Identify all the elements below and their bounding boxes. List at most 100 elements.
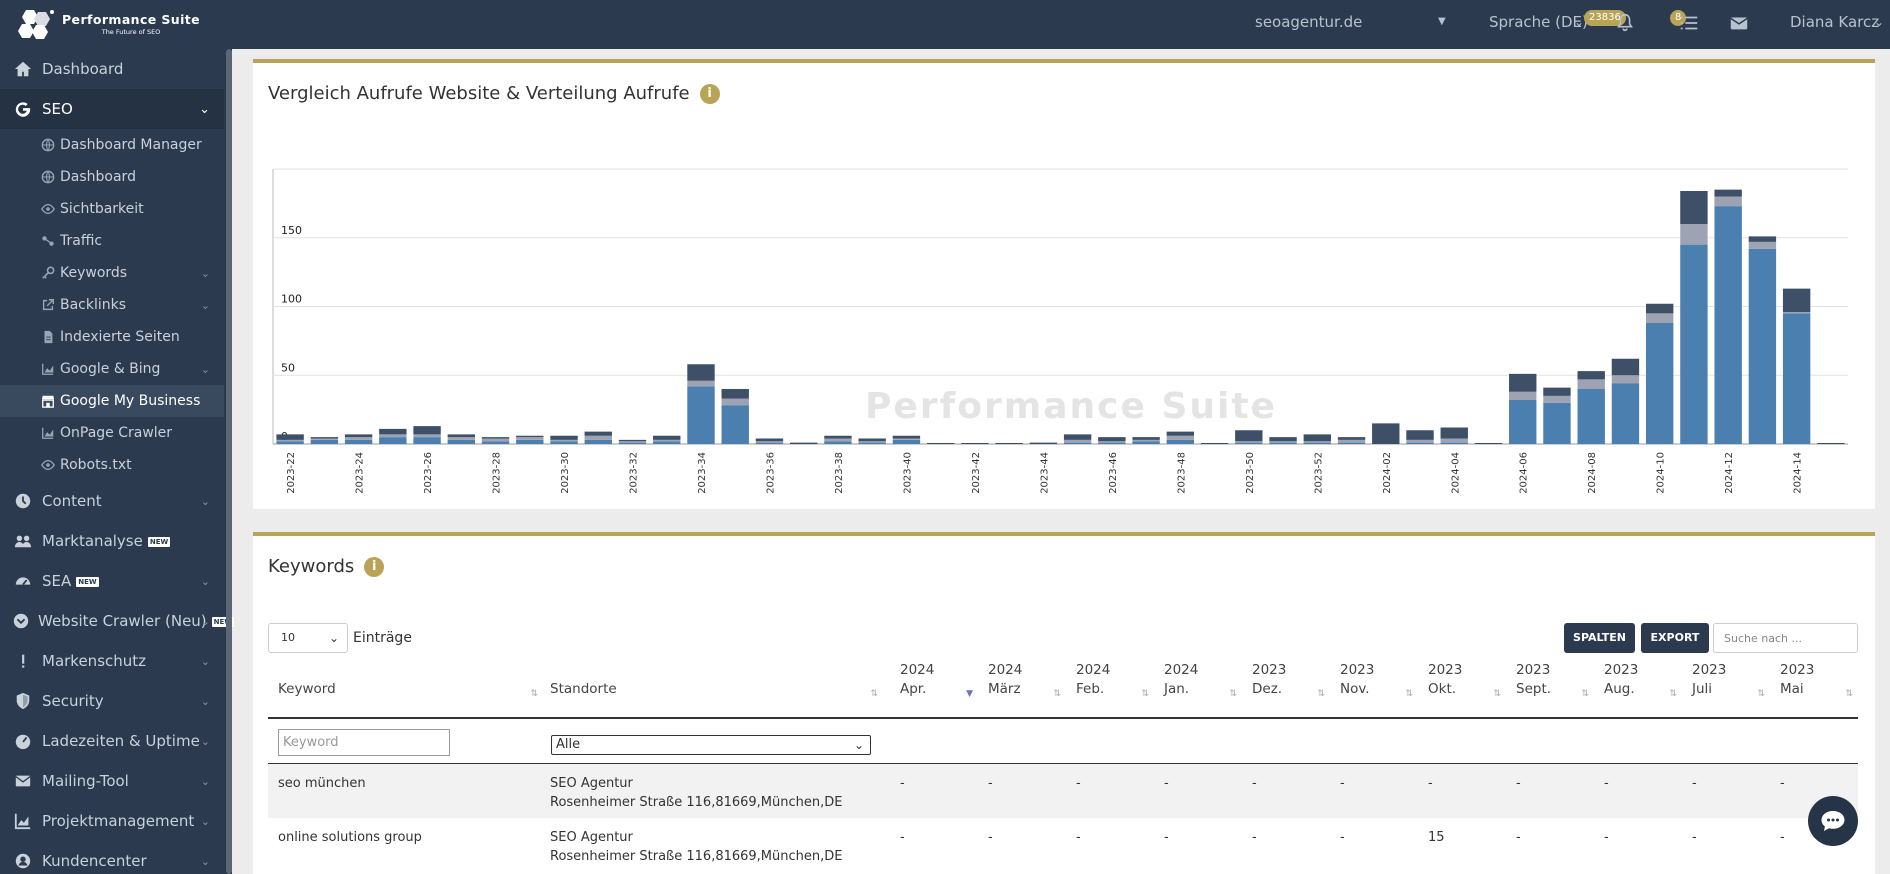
column-header-month[interactable]: 2024 März ⇅ — [988, 661, 1063, 721]
sidebar-item-dashboard[interactable]: Dashboard — [0, 49, 224, 89]
sidebar: Dashboard SEO ⌄ Dashboard Manager Dashbo… — [0, 49, 235, 874]
export-button[interactable]: EXPORT — [1641, 623, 1709, 653]
column-header-keyword[interactable]: Keyword ⇅ — [278, 680, 540, 740]
header-month: Aug. — [1604, 681, 1635, 697]
sidebar-item-seo[interactable]: SEO ⌄ — [0, 89, 224, 129]
table-row[interactable]: seo münchen SEO Agentur Rosenheimer Straß… — [268, 764, 1858, 818]
chevron-down-icon[interactable]: ⌄ — [199, 101, 210, 117]
sidebar-sub-sichtbarkeit[interactable]: Sichtbarkeit — [0, 193, 224, 225]
columns-button[interactable]: SPALTEN — [1564, 623, 1635, 653]
chevron-down-icon[interactable]: ⌄ — [200, 362, 210, 376]
chevron-down-icon[interactable]: ⌄ — [200, 854, 210, 868]
x-tick-label: 2024-02 — [1382, 452, 1393, 494]
bar-segment — [1577, 379, 1605, 389]
chevron-down-icon[interactable]: ⌄ — [200, 654, 210, 668]
sidebar-sub-label: Robots.txt — [60, 457, 132, 473]
bar-segment — [1577, 389, 1605, 444]
header-month: Feb. — [1076, 681, 1105, 697]
value-cell: - — [988, 830, 993, 845]
column-header-month[interactable]: 2024 Feb. ⇅ — [1076, 661, 1151, 721]
bar-segment — [1132, 437, 1160, 440]
sidebar-scrollbar-thumb[interactable] — [226, 49, 232, 874]
keyword-filter-input[interactable] — [278, 729, 450, 756]
bell-icon[interactable] — [1614, 12, 1636, 34]
sidebar-item-website-crawler[interactable]: Website Crawler (Neu) NEW ⌄ — [0, 601, 235, 641]
chevron-down-icon[interactable]: ⌄ — [200, 774, 210, 788]
domain-selector[interactable]: seoagentur.de — [1255, 13, 1363, 31]
sidebar-item-sea[interactable]: SEA NEW ⌄ — [0, 561, 224, 601]
value-cell: 15 — [1428, 830, 1445, 845]
language-selector[interactable]: Sprache (DE) — [1489, 13, 1588, 31]
header-year: 2023 — [1428, 662, 1463, 678]
sidebar-item-content[interactable]: Content ⌄ — [0, 481, 224, 521]
bar-segment — [516, 439, 544, 444]
sidebar-sub-dashboard-manager[interactable]: Dashboard Manager — [0, 129, 224, 161]
y-tick-label: 150 — [281, 224, 302, 237]
column-header-month[interactable]: 2023 Juli ⇅ — [1692, 661, 1767, 721]
header-divider — [268, 717, 1858, 719]
chevron-down-icon[interactable]: ⌄ — [200, 574, 210, 588]
chevron-down-icon[interactable]: ⌄ — [200, 734, 210, 748]
caret-down-icon[interactable]: ▼ — [1438, 16, 1446, 27]
column-header-month[interactable]: 2023 Mai ⇅ — [1780, 661, 1855, 721]
bar-segment — [1235, 442, 1263, 444]
bar-segment — [413, 437, 441, 444]
sidebar-item-text: Marktanalyse NEW — [42, 532, 224, 550]
sidebar-item-kundencenter[interactable]: Kundencenter ⌄ — [0, 841, 224, 874]
column-header-month[interactable]: 2023 Sept. ⇅ — [1516, 661, 1591, 721]
header-year: 2023 — [1692, 662, 1727, 678]
chart-title-text: Vergleich Aufrufe Website & Verteilung A… — [268, 83, 690, 104]
sidebar-sub-robots-txt[interactable]: Robots.txt — [0, 449, 224, 481]
sidebar-sub-google-my-business[interactable]: Google My Business — [0, 385, 224, 417]
store-icon — [40, 392, 56, 410]
sidebar-item-security[interactable]: Security ⌄ — [0, 681, 224, 721]
sidebar-sub-dashboard[interactable]: Dashboard — [0, 161, 224, 193]
column-header-month[interactable]: 2024 Jan. ⇅ — [1164, 661, 1239, 721]
bar-segment — [276, 441, 304, 444]
sidebar-item-markenschutz[interactable]: Markenschutz ⌄ — [0, 641, 224, 681]
column-header-month[interactable]: 2023 Okt. ⇅ — [1428, 661, 1503, 721]
header-year: 2023 — [1340, 662, 1375, 678]
chevron-down-icon[interactable]: ⌄ — [200, 298, 210, 312]
chevron-down-icon[interactable]: ⌄ — [200, 814, 210, 828]
chat-button[interactable] — [1808, 796, 1858, 846]
chevron-down-icon[interactable]: ⌄ — [200, 494, 210, 508]
x-tick-label: 2024-04 — [1450, 452, 1461, 494]
column-header-month[interactable]: 2023 Nov. ⇅ — [1340, 661, 1415, 721]
brand-tagline: The Future of SEO — [101, 28, 161, 36]
chevron-down-icon[interactable]: ⌄ — [200, 694, 210, 708]
info-icon[interactable]: i — [364, 556, 385, 577]
sidebar-item-projektmanagement[interactable]: Projektmanagement ⌄ — [0, 801, 224, 841]
chevron-down-icon[interactable]: ⌄ — [1874, 15, 1885, 29]
column-header-month[interactable]: 2023 Aug. ⇅ — [1604, 661, 1679, 721]
chevron-down-icon[interactable]: ⌄ — [200, 614, 210, 628]
chevron-down-icon[interactable]: ⌄ — [200, 266, 210, 280]
table-search-input[interactable] — [1713, 623, 1858, 653]
info-icon[interactable]: i — [699, 83, 720, 104]
brand-logo[interactable]: Performance Suite The Future of SEO — [16, 8, 200, 40]
sidebar-item-mailing-tool[interactable]: Mailing-Tool ⌄ — [0, 761, 224, 801]
new-badge: NEW — [76, 576, 99, 587]
location-filter-select[interactable]: Alle ⌄ — [551, 735, 871, 755]
sidebar-item-marktanalyse[interactable]: Marktanalyse NEW — [0, 521, 224, 561]
column-header-month[interactable]: 2024 Apr. ▼ — [900, 661, 975, 721]
sidebar-sub-backlinks[interactable]: Backlinks ⌄ — [0, 289, 224, 321]
entries-control: 10 ⌄ Einträge — [268, 623, 412, 653]
entries-select[interactable]: 10 ⌄ — [268, 623, 348, 653]
bar-segment — [1748, 248, 1777, 444]
sidebar-sub-traffic[interactable]: Traffic — [0, 225, 224, 257]
bar-segment — [721, 398, 749, 406]
tasks-list-icon[interactable] — [1678, 12, 1700, 34]
bar-segment — [1406, 442, 1434, 444]
table-row[interactable]: online solutions group SEO Agentur Rosenh… — [268, 818, 1858, 872]
sidebar-sub-google-bing[interactable]: Google & Bing ⌄ — [0, 353, 224, 385]
user-menu[interactable]: Diana Karcz — [1790, 13, 1880, 31]
sidebar-sub-onpage-crawler[interactable]: OnPage Crawler — [0, 417, 224, 449]
chevron-down-icon[interactable]: ⌄ — [1574, 15, 1585, 29]
sidebar-sub-indexierte-seiten[interactable]: Indexierte Seiten — [0, 321, 224, 353]
sidebar-item-ladezeiten[interactable]: Ladezeiten & Uptime ⌄ — [0, 721, 224, 761]
column-header-month[interactable]: 2023 Dez. ⇅ — [1252, 661, 1327, 721]
envelope-icon[interactable] — [1728, 12, 1750, 34]
column-header-standorte[interactable]: Standorte ⇅ — [550, 680, 880, 740]
sidebar-sub-keywords[interactable]: Keywords ⌄ — [0, 257, 224, 289]
